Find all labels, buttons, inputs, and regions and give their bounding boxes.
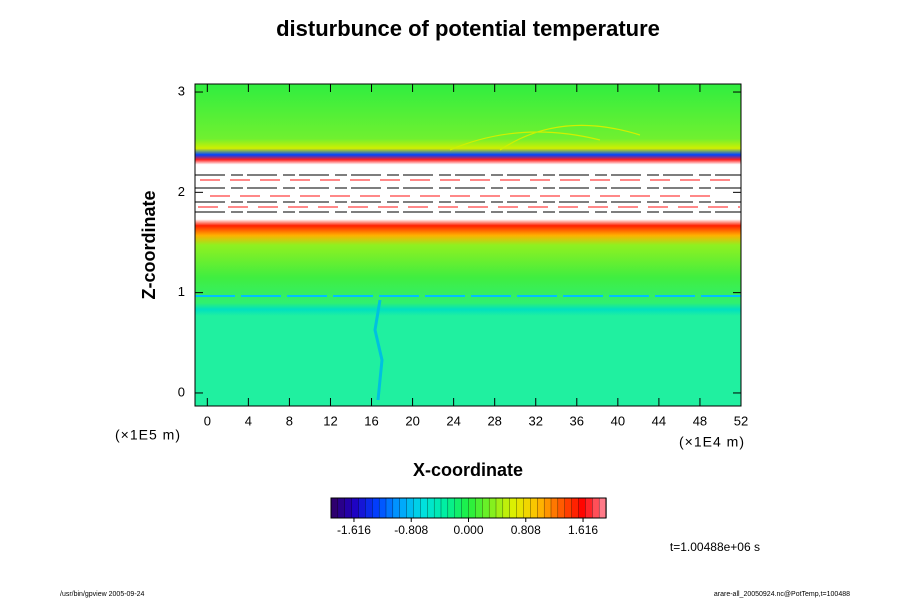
x-tick-label: 12 <box>323 413 337 428</box>
colorbar-cell <box>454 497 463 519</box>
footer-left: /usr/bin/gpview 2005-09-24 <box>60 591 145 598</box>
colorbar-cell <box>598 497 607 519</box>
colorbar-cell <box>378 497 387 519</box>
x-tick-label: 24 <box>446 413 460 428</box>
time-label: t=1.00488e+06 s <box>670 540 760 554</box>
x-tick-label: 36 <box>570 413 584 428</box>
colorbar-cell <box>358 497 367 519</box>
colorbar-tick-label: 1.616 <box>568 523 598 537</box>
colorbar-cell <box>571 497 580 519</box>
x-tick-label: 8 <box>286 413 293 428</box>
colorbar-cell <box>406 497 415 519</box>
colorbar-cell <box>420 497 428 519</box>
colorbar-tick-label: -1.616 <box>337 523 371 537</box>
colorbar-cell <box>427 497 435 519</box>
colorbar-cell <box>482 497 490 519</box>
colorbar-cell <box>468 497 477 519</box>
colorbar-cell <box>372 497 380 519</box>
x-tick-label: 40 <box>611 413 625 428</box>
colorbar-cell <box>461 497 470 519</box>
x-tick-label: 4 <box>245 413 252 428</box>
colorbar-cell <box>550 497 559 519</box>
colorbar-cell <box>592 497 600 519</box>
colorbar-cell <box>585 497 593 519</box>
colorbar-cell <box>433 497 442 519</box>
x-tick-label: 32 <box>529 413 543 428</box>
x-unit: (×1E4 m) <box>679 434 745 450</box>
colorbar-cell <box>509 497 518 519</box>
colorbar-cell <box>344 497 353 519</box>
x-tick-label: 44 <box>652 413 666 428</box>
colorbar-cell <box>399 497 408 519</box>
x-axis-label: X-coordinate <box>413 460 523 480</box>
colorbar-tick-label: 0.000 <box>453 523 483 537</box>
colorbar-cell <box>413 497 422 519</box>
plot-frame <box>194 83 742 407</box>
colorbar-cell <box>530 497 538 519</box>
footer-right: arare-all_20050924.nc@PotTemp,t=100488 <box>714 591 850 598</box>
y-tick-label: 1 <box>178 284 185 299</box>
colorbar-cell <box>578 497 587 519</box>
colorbar-cell <box>447 497 456 519</box>
x-tick-label: 20 <box>405 413 419 428</box>
colorbar-cell <box>440 497 449 519</box>
colorbar-cell <box>557 497 566 519</box>
plot-area <box>194 83 742 407</box>
colorbar-cell <box>330 497 339 519</box>
colorbar-cell <box>488 497 497 519</box>
colorbar-cell <box>564 497 573 519</box>
colorbar-cell <box>495 497 504 519</box>
y-tick-label: 2 <box>178 184 185 199</box>
colorbar-tick-label: -0.808 <box>394 523 428 537</box>
x-tick-label: 16 <box>364 413 378 428</box>
x-tick-label: 28 <box>487 413 501 428</box>
colorbar-cell <box>543 497 552 519</box>
colorbar-cell <box>523 497 532 519</box>
colorbar-cell <box>351 497 360 519</box>
colorbar-cell <box>537 497 545 519</box>
x-tick-label: 48 <box>693 413 707 428</box>
x-tick-label: 0 <box>204 413 211 428</box>
colorbar-cell <box>502 497 511 519</box>
x-tick-label: 52 <box>734 413 748 428</box>
colorbar-cell <box>337 497 346 519</box>
colorbar-cell <box>365 497 373 519</box>
field-stripes <box>195 124 741 401</box>
y-tick-label: 3 <box>178 83 185 98</box>
colorbar-tick-label: 0.808 <box>511 523 541 537</box>
y-axis-label: Z-coordinate <box>139 190 159 299</box>
y-unit: (×1E5 m) <box>115 427 181 443</box>
colorbar: -1.616 -0.808 0.000 0.808 1.616 <box>330 497 607 537</box>
chart-title: disturbunce of potential temperature <box>276 16 660 41</box>
y-tick-label: 0 <box>178 384 185 399</box>
colorbar-cell <box>516 497 525 519</box>
colorbar-cell <box>475 497 483 519</box>
field <box>195 84 741 406</box>
colorbar-cell <box>392 497 401 519</box>
colorbar-cell <box>385 497 394 519</box>
